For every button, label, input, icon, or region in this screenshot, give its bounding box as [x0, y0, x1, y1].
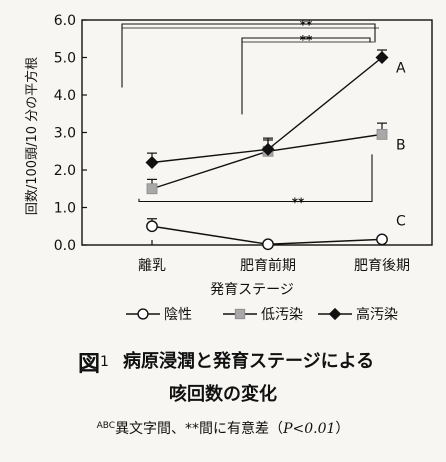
y-tick-label: 1.0 [54, 201, 76, 217]
significance-brackets: ****** [121, 18, 379, 210]
figure-caption-line1: 図 1 病原浸潤と発育ステージによる [0, 346, 446, 377]
chart: 0.01.02.03.04.05.06.0 離乳 肥育前期 肥育後期 ****** … [24, 13, 433, 323]
point-label: A [396, 61, 406, 77]
y-tick-label: 0.0 [54, 238, 76, 254]
legend-marker [328, 307, 342, 321]
data-point [146, 183, 158, 195]
figure-title-line1: 病原浸潤と発育ステージによる [123, 351, 375, 372]
data-point [261, 142, 275, 156]
figure-note: ABC異文字間、**間に有意差（P<0.01） [0, 418, 446, 438]
x-category-label: 離乳 [138, 257, 166, 274]
significance-bracket-lower [138, 154, 373, 203]
series-open-circle [146, 218, 388, 251]
y-ticks: 0.0 1.0 2.0 3.0 4.0 5.0 6.0 [54, 13, 87, 254]
figure-label: 図 [78, 352, 101, 377]
note-p-value: P<0.01 [283, 421, 336, 437]
x-axis-label: 発育ステージ [210, 282, 294, 298]
y-axis-label: 回数/100頭/10 分の平方根 [24, 57, 40, 215]
legend-marker [234, 308, 246, 320]
data-point [146, 220, 158, 233]
legend-item: 低汚染 [223, 307, 303, 323]
note-text: 異文字間、**間に有意差（ [115, 421, 284, 437]
data-point [376, 128, 388, 140]
figure-number: 1 [100, 354, 109, 370]
data-point [145, 156, 159, 169]
y-tick-label: 6.0 [54, 13, 76, 29]
data-point [375, 51, 389, 64]
point-labels: A B C [396, 61, 406, 230]
point-label: B [396, 137, 406, 153]
legend-marker [137, 308, 149, 320]
note-superscript: ABC [96, 421, 116, 431]
significance-mark: ** [292, 196, 305, 210]
x-category-label: 肥育前期 [240, 257, 296, 274]
y-tick-label: 4.0 [54, 88, 76, 104]
figure-title-line2: 咳回数の変化 [169, 384, 277, 405]
significance-bracket-inner [241, 37, 371, 115]
legend: 陰性 低汚染 高汚染 [126, 306, 398, 323]
legend-label: 高汚染 [356, 306, 398, 323]
significance-mark: ** [300, 18, 313, 32]
legend-label: 陰性 [164, 307, 192, 323]
note-close: ） [335, 421, 350, 437]
y-tick-label: 2.0 [54, 163, 76, 179]
data-point [376, 233, 388, 246]
y-tick-label: 5.0 [54, 51, 76, 67]
legend-label: 低汚染 [261, 307, 303, 323]
series-black-diamond [145, 49, 389, 169]
significance-bracket-outer [121, 23, 376, 88]
data-point [262, 238, 274, 251]
data-series [145, 49, 389, 251]
legend-item: 陰性 [126, 307, 192, 323]
legend-item: 高汚染 [318, 306, 398, 323]
point-label: C [396, 213, 406, 229]
x-category-label: 肥育後期 [354, 258, 410, 274]
y-tick-label: 3.0 [54, 126, 76, 142]
significance-mark: ** [300, 33, 313, 47]
series-line [151, 133, 383, 190]
